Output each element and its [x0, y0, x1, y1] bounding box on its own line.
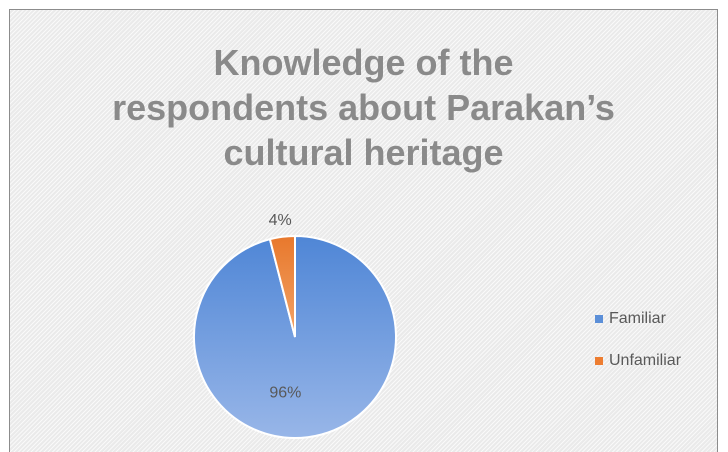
chart-area: Knowledge of the respondents about Parak…	[9, 9, 718, 452]
legend-item-familiar: Familiar	[595, 308, 681, 330]
pie-data-labels: 96% 4%	[269, 212, 302, 402]
data-label-unfamiliar: 4%	[269, 212, 292, 229]
legend-label-familiar: Familiar	[609, 310, 666, 327]
pie-slice-unfamiliar	[268, 234, 296, 338]
legend-label-unfamiliar: Unfamiliar	[609, 352, 682, 369]
pie-slices	[193, 234, 397, 439]
pie-chart: 96% 4%	[193, 212, 397, 439]
legend-item-unfamiliar: Unfamiliar	[595, 350, 681, 372]
legend-swatch-familiar	[595, 315, 603, 323]
chart-title: Knowledge of the respondents about Parak…	[112, 42, 615, 173]
legend: Familiar Unfamiliar	[595, 308, 681, 392]
data-label-familiar: 96%	[269, 385, 301, 402]
legend-swatch-unfamiliar	[595, 357, 603, 365]
